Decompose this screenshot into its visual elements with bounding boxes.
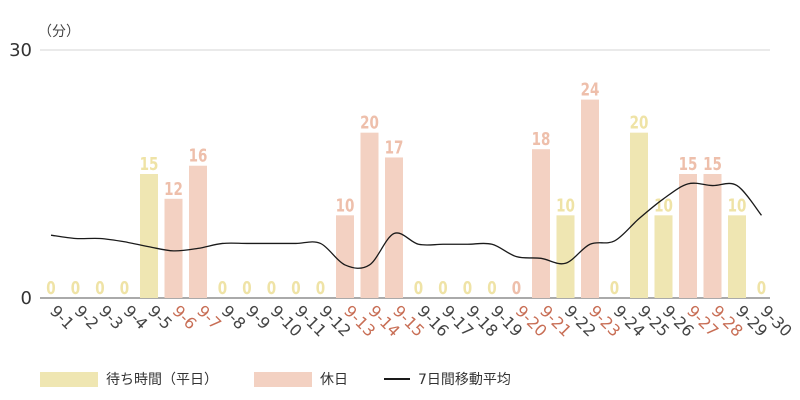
bar-9-6 bbox=[164, 198, 183, 298]
data-label-9-30: 0 bbox=[757, 277, 766, 298]
bar-9-22 bbox=[556, 215, 575, 298]
data-label-9-24: 0 bbox=[610, 277, 619, 298]
bar-9-21 bbox=[532, 149, 550, 298]
bar-9-28 bbox=[703, 174, 722, 298]
data-label-9-14: 20 bbox=[360, 112, 379, 133]
legend-line-label: 7日間移動平均 bbox=[418, 372, 511, 388]
legend-holiday: 休日 bbox=[254, 369, 348, 389]
legend-weekday-swatch bbox=[40, 371, 98, 387]
data-label-9-22: 10 bbox=[556, 194, 575, 215]
bar-9-27 bbox=[679, 174, 697, 298]
data-label-9-5: 15 bbox=[140, 153, 159, 174]
data-label-9-25: 20 bbox=[630, 112, 649, 133]
legend-line: 7日間移動平均 bbox=[384, 369, 511, 389]
bar-9-23 bbox=[581, 99, 599, 298]
bar-9-14 bbox=[360, 132, 379, 298]
moving-average-line bbox=[50, 182, 763, 269]
data-label-9-7: 16 bbox=[189, 145, 208, 166]
data-label-9-6: 12 bbox=[164, 178, 183, 199]
bar-9-26 bbox=[654, 215, 673, 298]
data-label-9-3: 0 bbox=[95, 277, 104, 298]
data-label-9-13: 10 bbox=[336, 194, 355, 215]
bar-9-15 bbox=[385, 157, 403, 298]
bar-9-7 bbox=[189, 165, 207, 298]
bar-9-5 bbox=[140, 174, 158, 298]
data-label-9-23: 24 bbox=[581, 79, 600, 100]
data-label-9-15: 17 bbox=[385, 136, 404, 157]
data-label-9-11: 0 bbox=[291, 277, 300, 298]
data-label-9-1: 0 bbox=[46, 277, 55, 298]
data-label-9-17: 0 bbox=[438, 277, 447, 298]
data-label-9-28: 15 bbox=[703, 153, 722, 174]
data-label-9-18: 0 bbox=[463, 277, 472, 298]
bar-9-25 bbox=[630, 132, 648, 298]
y-tick-label-0: 0 bbox=[21, 288, 32, 309]
data-label-9-10: 0 bbox=[267, 277, 276, 298]
data-label-9-12: 0 bbox=[316, 277, 325, 298]
data-label-9-2: 0 bbox=[71, 277, 80, 298]
data-label-9-29: 10 bbox=[728, 194, 747, 215]
y-axis-unit: （分） bbox=[38, 24, 80, 40]
bar-9-13 bbox=[336, 215, 354, 298]
data-label-9-19: 0 bbox=[487, 277, 496, 298]
data-label-9-9: 0 bbox=[242, 277, 251, 298]
bar-9-29 bbox=[728, 215, 746, 298]
data-label-9-4: 0 bbox=[120, 277, 129, 298]
legend-line-swatch bbox=[384, 378, 410, 380]
legend-holiday-swatch bbox=[254, 371, 312, 387]
data-label-9-27: 15 bbox=[679, 153, 698, 174]
legend-holiday-label: 休日 bbox=[320, 372, 348, 388]
data-label-9-21: 18 bbox=[532, 128, 551, 149]
data-label-9-26: 10 bbox=[654, 194, 673, 215]
legend-weekday: 待ち時間（平日） bbox=[40, 369, 218, 389]
legend-weekday-label: 待ち時間（平日） bbox=[106, 372, 218, 388]
legend: 待ち時間（平日） 休日 7日間移動平均 bbox=[40, 368, 547, 390]
data-label-9-20: 0 bbox=[512, 277, 521, 298]
data-label-9-8: 0 bbox=[218, 277, 227, 298]
data-label-9-16: 0 bbox=[414, 277, 423, 298]
y-tick-label-30: 30 bbox=[9, 40, 32, 61]
